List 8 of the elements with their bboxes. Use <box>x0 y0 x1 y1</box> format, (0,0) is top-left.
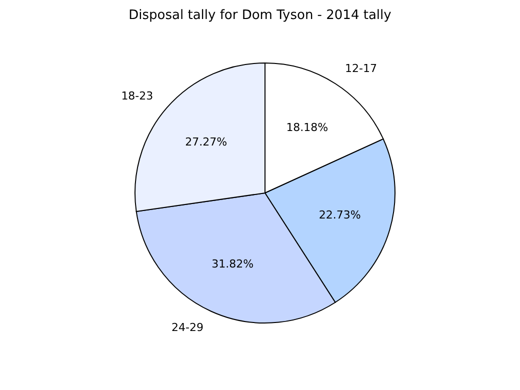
chart-title: Disposal tally for Dom Tyson - 2014 tally <box>128 8 392 23</box>
data-label: 22.73% <box>318 208 361 222</box>
slice-label: 12-17 <box>345 62 377 75</box>
data-label: 31.82% <box>212 257 254 270</box>
slice-label: 18-23 <box>121 90 154 103</box>
data-label: 27.27% <box>185 135 228 148</box>
data-label: 18.18% <box>286 120 328 134</box>
slice-label: 24-29 <box>172 321 204 334</box>
